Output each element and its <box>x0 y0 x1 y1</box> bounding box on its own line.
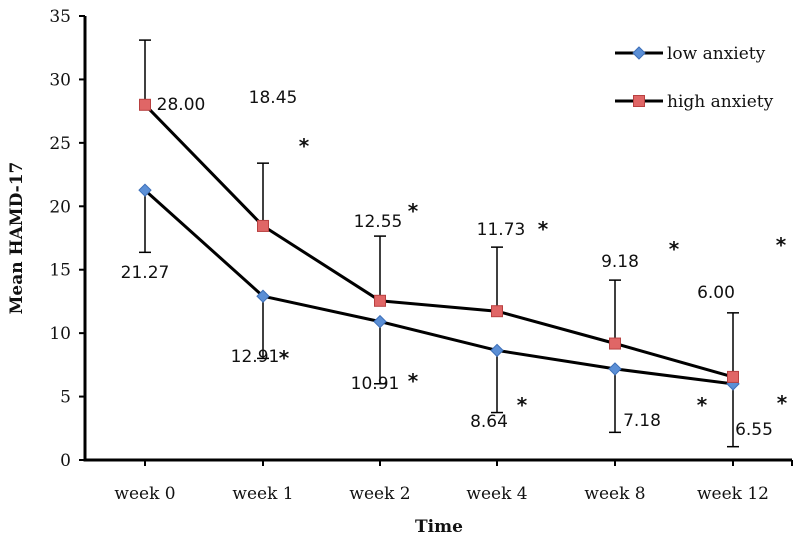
legend-item-high-anxiety: high anxiety <box>615 92 774 112</box>
y-axis-title: Mean HAMD-17 <box>7 162 27 315</box>
series-line-high-anxiety <box>143 103 734 379</box>
y-tick-label: 20 <box>49 197 71 217</box>
data-label-high-anxiety: 11.73 <box>477 220 526 240</box>
data-point-low-anxiety <box>256 289 270 303</box>
data-point-low-anxiety <box>608 362 622 376</box>
y-tick-label: 25 <box>49 134 71 154</box>
x-axis-title: Time <box>415 517 463 537</box>
data-point-high-anxiety <box>374 294 386 307</box>
data-label-low-anxiety: 12.91 <box>231 347 280 367</box>
series-markers <box>138 98 740 391</box>
x-tick-label: week 4 <box>466 484 527 504</box>
axes: 0 5 10 15 20 25 30 35 week 0 week 1 week 2 week 4 we… <box>49 7 793 504</box>
y-tick-label: 30 <box>49 70 71 90</box>
data-point-high-anxiety <box>257 219 269 232</box>
data-label-high-anxiety: 9.18 <box>601 252 639 272</box>
x-tick-label: week 12 <box>697 484 769 504</box>
significance-star: * <box>408 199 419 223</box>
y-tick-label: 15 <box>49 261 71 281</box>
significance-star: * <box>776 233 787 257</box>
x-tick-label: week 1 <box>232 484 293 504</box>
y-tick-label: 0 <box>60 451 71 471</box>
data-label-low-anxiety: 7.18 <box>623 411 661 431</box>
data-label-low-anxiety: 10.91 <box>351 374 400 394</box>
y-tick-label: 5 <box>60 388 71 408</box>
legend: low anxiety high anxiety <box>615 44 774 112</box>
data-label-high-anxiety: 6.00 <box>697 283 735 303</box>
data-point-high-anxiety <box>727 370 739 383</box>
legend-label: low anxiety <box>667 44 766 64</box>
data-label-high-anxiety: 28.00 <box>157 95 206 115</box>
legend-label: high anxiety <box>667 92 774 112</box>
data-label-low-anxiety: 21.27 <box>121 263 170 283</box>
significance-star: * <box>517 393 528 417</box>
data-point-low-anxiety <box>138 183 152 197</box>
series-lines <box>143 103 734 386</box>
data-point-high-anxiety <box>139 98 151 111</box>
significance-star: * <box>279 346 290 370</box>
series-line-low-anxiety <box>143 189 734 386</box>
significance-star: * <box>669 237 680 261</box>
significance-star: * <box>697 393 708 417</box>
legend-marker <box>633 95 645 107</box>
significance-star: * <box>408 369 419 393</box>
significance-star: * <box>777 391 788 415</box>
error-bars <box>139 39 739 448</box>
significance-star: * <box>299 134 310 158</box>
y-tick-label: 35 <box>49 7 71 27</box>
data-label-high-anxiety: 12.55 <box>354 212 403 232</box>
data-point-high-anxiety <box>609 337 621 350</box>
legend-item-low-anxiety: low anxiety <box>615 44 766 64</box>
x-tick-label: week 0 <box>114 484 175 504</box>
x-tick-label: week 2 <box>349 484 410 504</box>
data-label-low-anxiety: 8.64 <box>470 412 508 432</box>
data-point-low-anxiety <box>373 314 387 329</box>
data-label-low-anxiety: 6.55 <box>735 420 773 440</box>
legend-marker <box>632 46 646 60</box>
data-point-high-anxiety <box>491 305 503 318</box>
x-tick-label: week 8 <box>584 484 645 504</box>
y-tick-label: 10 <box>49 324 71 344</box>
significance-star: * <box>538 217 549 241</box>
data-label-high-anxiety: 18.45 <box>249 88 298 108</box>
data-point-low-anxiety <box>490 343 504 358</box>
